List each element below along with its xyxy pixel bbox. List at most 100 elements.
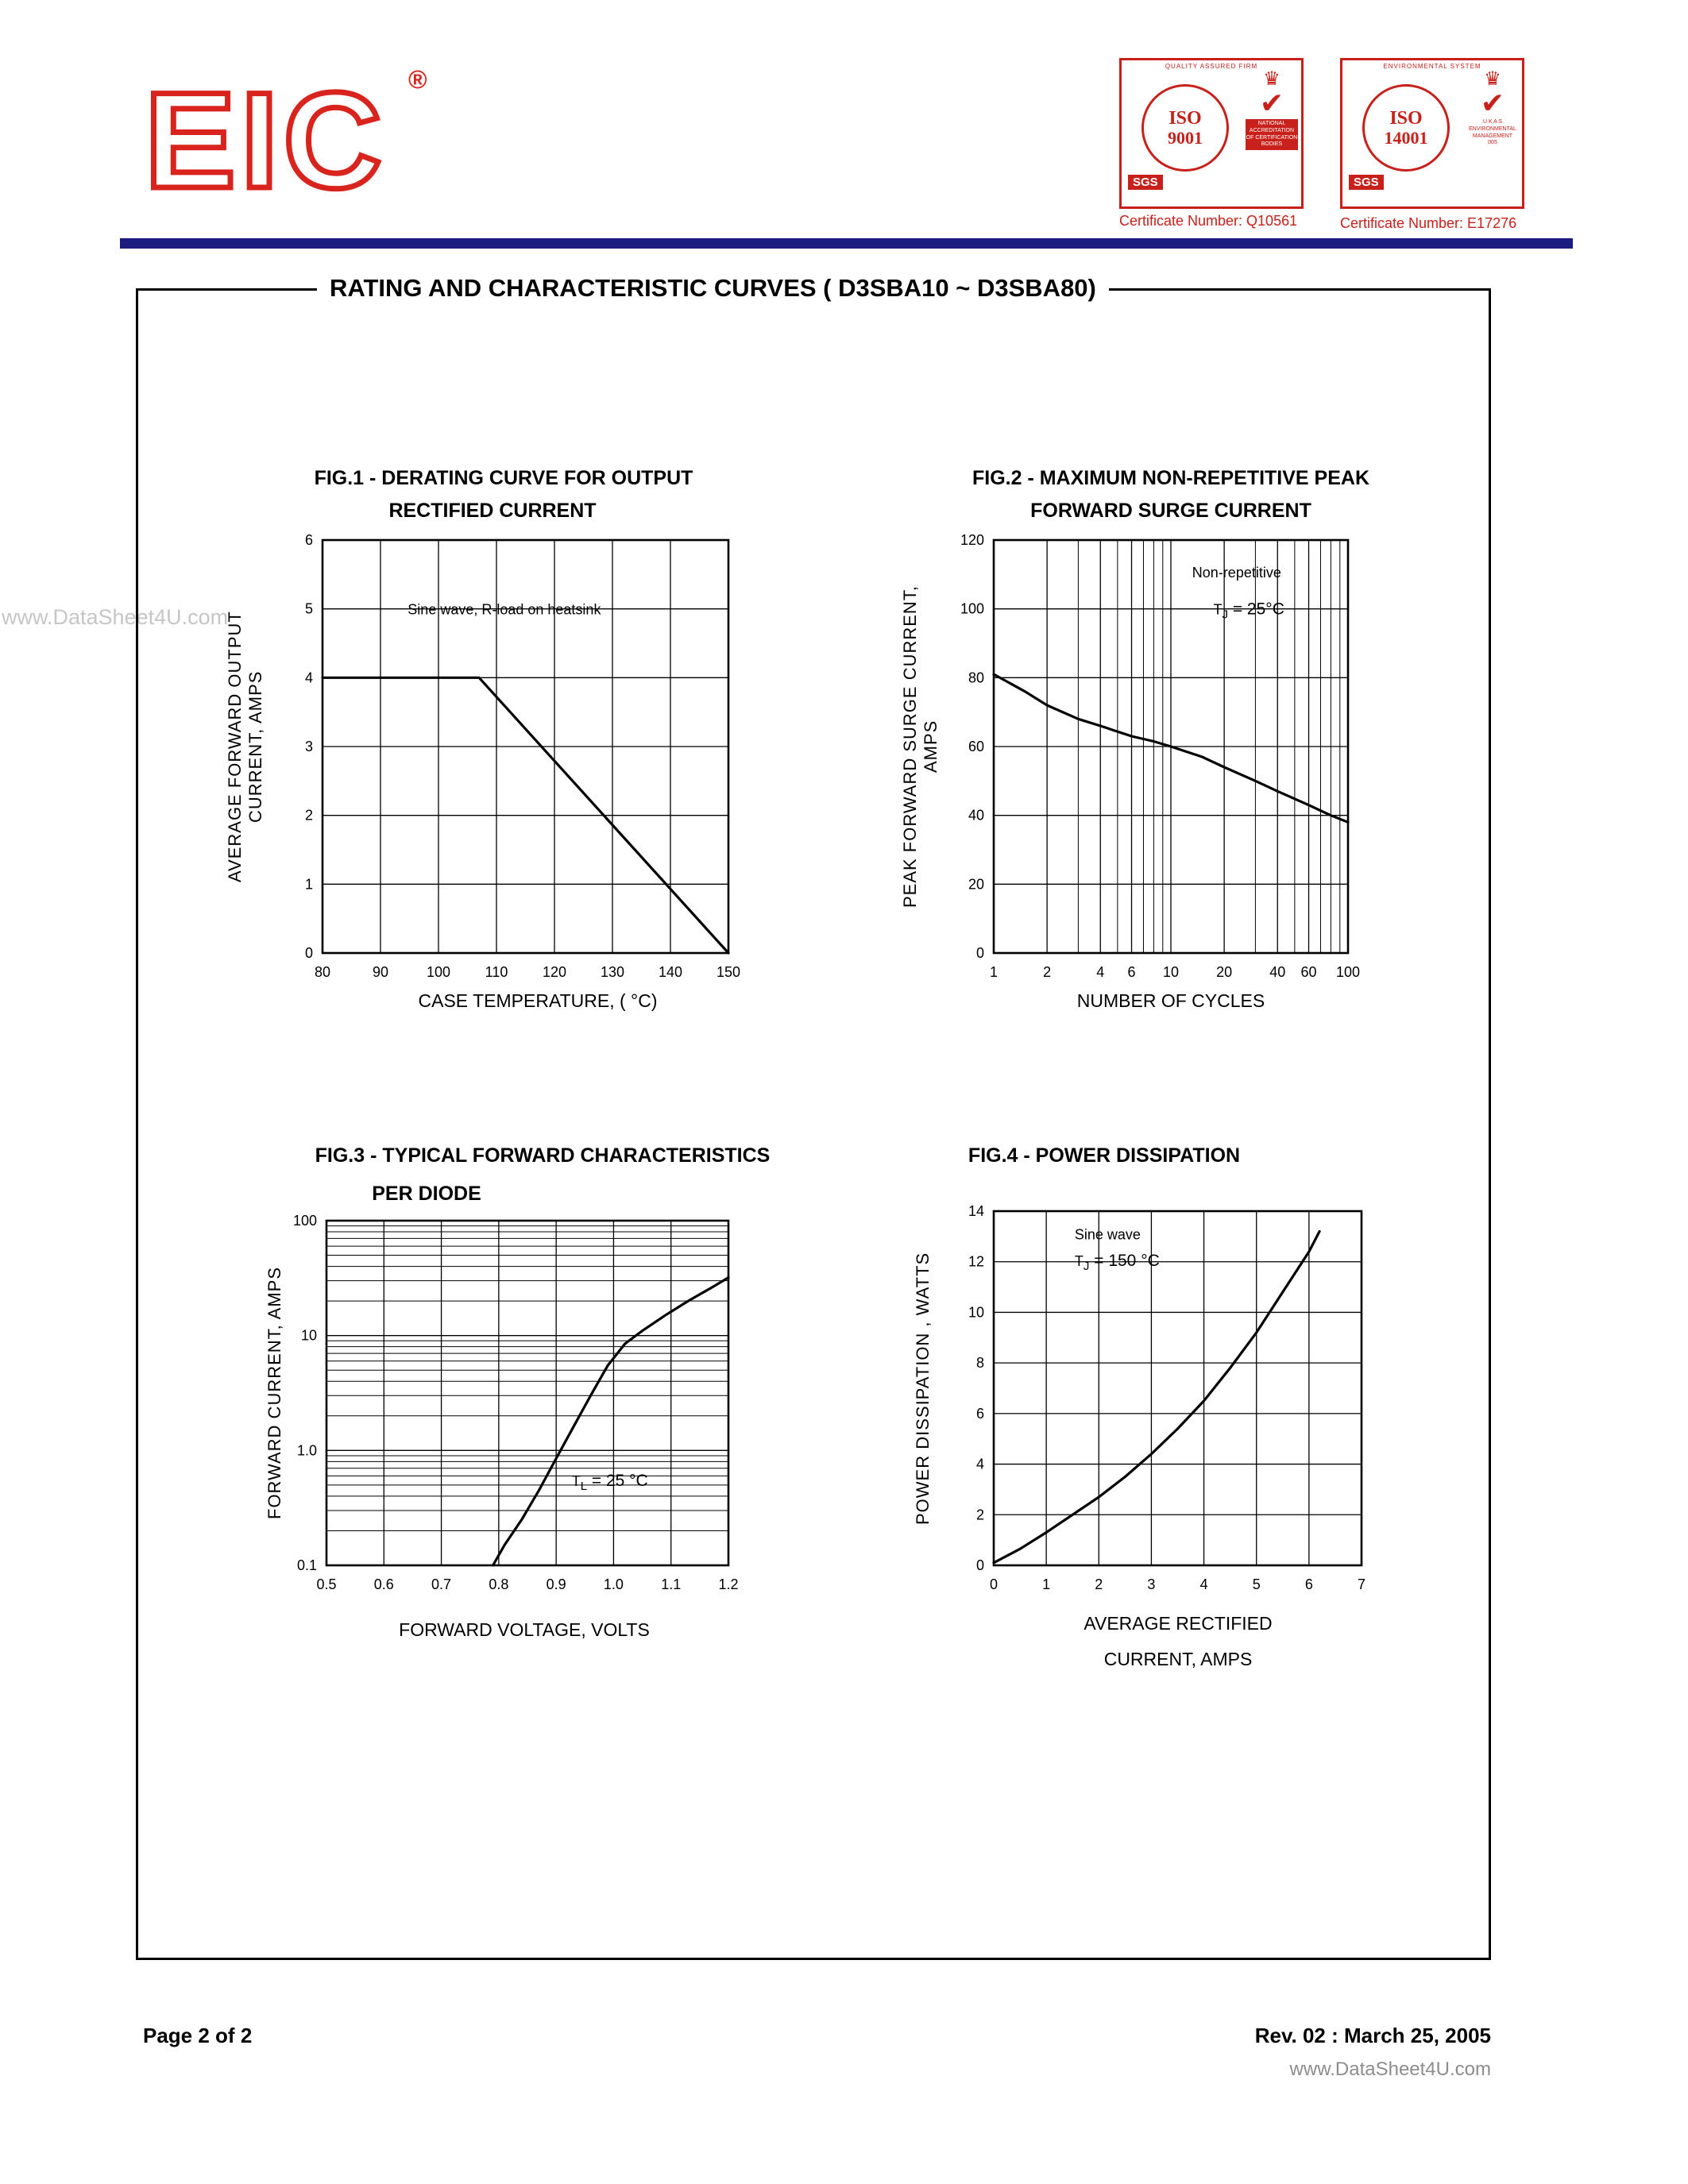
iso14001-seal: ISO 14001 [1362,84,1450,172]
chart-annotation: Sine wave [1075,1227,1141,1243]
badge-ring-text: ENVIRONMENTAL SYSTEM [1383,63,1481,70]
svg-text:6: 6 [976,1406,984,1422]
svg-text:80: 80 [315,964,330,980]
panel-line: ACCREDITATION [1249,127,1295,133]
fig2-title-line1: FIG.2 - MAXIMUM NON-REPETITIVE PEAK [971,467,1370,489]
svg-text:1.1: 1.1 [661,1576,681,1592]
svg-text:1.0: 1.0 [297,1442,317,1458]
panel-line: 005 [1488,140,1497,146]
sgs-logo: SGS [1349,175,1384,190]
svg-text:120: 120 [543,964,566,980]
svg-text:60: 60 [1301,964,1317,980]
svg-text:0: 0 [990,1576,998,1592]
panel-line: NATIONAL [1257,121,1286,126]
sgs-logo: SGS [1128,175,1163,190]
svg-text:4: 4 [976,1457,984,1472]
svg-text:7: 7 [1358,1576,1365,1592]
svg-text:4: 4 [1200,1576,1208,1592]
svg-text:0: 0 [305,945,313,961]
iso-word: ISO [1389,107,1423,129]
x-label-line: CURRENT, AMPS [1103,1648,1253,1669]
svg-text:130: 130 [601,964,624,980]
svg-text:6: 6 [1305,1576,1313,1592]
chart-annotation: Sine wave, R-load on heatsink [408,602,601,618]
svg-text:0.7: 0.7 [431,1576,451,1592]
x-label-line: FORWARD VOLTAGE, VOLTS [399,1619,650,1640]
chart-fig1: 80 90 100 110 120 130 140 150 0 1 2 3 4 5 6 Sine wave, … [305,532,740,980]
x-label-line: CASE TEMPERATURE, ( °C) [418,990,658,1011]
svg-text:12: 12 [968,1254,984,1270]
crown-icon: ♛ [1484,68,1501,90]
svg-text:2: 2 [1095,1576,1103,1592]
svg-text:110: 110 [485,964,508,980]
svg-text:60: 60 [968,739,984,754]
svg-text:0.9: 0.9 [547,1576,566,1592]
chart-annotation: TL = 25 °C [572,1472,648,1493]
surge-current [992,673,1350,824]
svg-text:0: 0 [976,945,984,961]
fig2-title-line2: FORWARD SURGE CURRENT [1030,500,1311,522]
svg-text:6: 6 [305,532,313,548]
chart-annotation: Non-repetitive [1192,565,1281,581]
svg-text:3: 3 [305,739,313,754]
svg-text:5: 5 [305,601,313,617]
registered-mark: ® [408,65,427,94]
forward-characteristic [492,1276,730,1567]
crown-icon: ♛ [1263,68,1280,90]
fig1-title-line1: FIG.1 - DERATING CURVE FOR OUTPUT [314,467,693,489]
svg-text:40: 40 [1269,964,1285,980]
svg-text:40: 40 [968,808,984,824]
chart-annotation: TJ = 25°C [1214,600,1284,622]
fig2-x-axis-label: NUMBER OF CYCLES [1077,983,1265,1019]
svg-text:100: 100 [427,964,450,980]
check-icon: ✔ [1259,87,1284,119]
y-label-line: POWER DISSIPATION , WATTS [913,1252,933,1525]
certificate-number-q10561: Certificate Number: Q10561 [1119,213,1298,229]
fig3-title-line2: PER DIODE [372,1183,481,1205]
ukas-panel: U K A S ENVIRONMENTAL MANAGEMENT 005 [1466,119,1519,147]
fig4-y-axis-label: POWER DISSIPATION , WATTS [913,1211,933,1565]
svg-text:10: 10 [968,1304,984,1320]
svg-text:2: 2 [976,1507,984,1522]
y-label-line: PEAK FORWARD SURGE CURRENT, [900,585,920,908]
svg-text:140: 140 [659,964,682,980]
iso-number: 14001 [1384,128,1428,149]
footer-page-number: Page 2 of 2 [143,2024,253,2047]
check-icon: ✔ [1480,87,1505,119]
svg-text:100: 100 [293,1213,317,1229]
iso9001-seal: ISO 9001 [1141,84,1229,172]
svg-text:6: 6 [1128,964,1136,980]
svg-text:20: 20 [968,876,984,892]
fig2-y-axis-label: PEAK FORWARD SURGE CURRENT, AMPS [900,540,941,953]
svg-text:0.5: 0.5 [316,1576,336,1592]
fig3-title-line1: FIG.3 - TYPICAL FORWARD CHARACTERISTICS [315,1144,771,1167]
watermark: www.DataSheet4U.com [2,605,229,629]
derating-curve [321,676,730,955]
svg-text:10: 10 [1163,964,1179,980]
panel-line: OF CERTIFICATION [1246,134,1298,141]
power-dissipation [992,1229,1321,1565]
svg-text:8: 8 [976,1355,984,1371]
x-label-line: NUMBER OF CYCLES [1076,990,1265,1011]
eic-logo: EIC [143,62,387,217]
eic-logo-text: EIC [145,64,387,217]
fig1-y-axis-label: AVERAGE FORWARD OUTPUT CURRENT, AMPS [225,540,266,953]
svg-text:150: 150 [717,964,740,980]
svg-text:100: 100 [1336,964,1360,980]
svg-text:20: 20 [1216,964,1232,980]
y-label-line: CURRENT, AMPS [245,670,265,823]
svg-text:1: 1 [990,964,998,980]
iso-number: 9001 [1168,128,1203,149]
chart-fig3: 0.5 0.6 0.7 0.8 0.9 1.0 1.1 1.2 0.1 1.0 10 100 TL = … [293,1213,739,1592]
badge-ring-text: QUALITY ASSURED FIRM [1165,63,1258,70]
x-label-line: AVERAGE RECTIFIED [1083,1613,1273,1634]
svg-text:1: 1 [305,876,313,892]
svg-text:120: 120 [960,532,984,548]
svg-text:14: 14 [968,1203,984,1219]
svg-text:1: 1 [1042,1576,1050,1592]
chart-annotation: TJ = 150 °C [1075,1252,1160,1273]
svg-text:80: 80 [968,669,984,685]
accreditation-panel: NATIONAL ACCREDITATION OF CERTIFICATION … [1246,119,1298,150]
